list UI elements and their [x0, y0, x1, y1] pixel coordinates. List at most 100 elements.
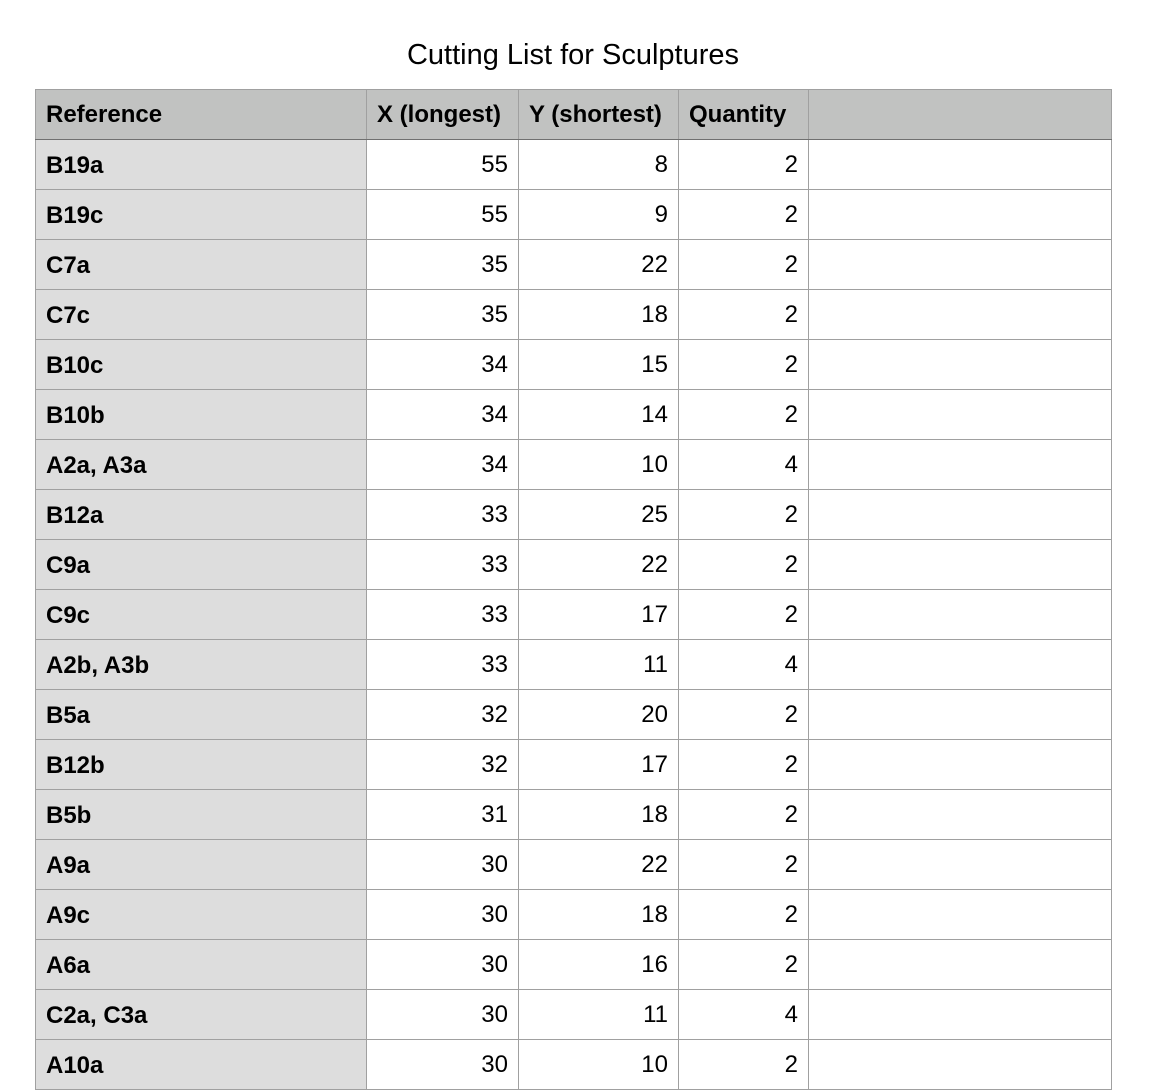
reference-cell: B10b [35, 389, 367, 440]
column-header: Quantity [678, 89, 809, 140]
number-cell: 14 [518, 389, 679, 440]
number-cell: 34 [366, 339, 519, 390]
number-cell: 18 [518, 889, 679, 940]
table-row: B19a 55 8 2 [35, 139, 1112, 190]
number-cell: 30 [366, 839, 519, 890]
reference-cell: A2a, A3a [35, 439, 367, 490]
number-cell: 55 [366, 189, 519, 240]
table-row: C9a 33 22 2 [35, 539, 1112, 590]
number-cell: 2 [678, 589, 809, 640]
number-cell: 16 [518, 939, 679, 990]
number-cell: 2 [678, 239, 809, 290]
empty-cell [808, 939, 1112, 990]
empty-cell [808, 239, 1112, 290]
table-row: A9c 30 18 2 [35, 889, 1112, 940]
number-cell: 22 [518, 239, 679, 290]
table-row: C2a, C3a 30 11 4 [35, 989, 1112, 1040]
empty-cell [808, 389, 1112, 440]
number-cell: 8 [518, 139, 679, 190]
number-cell: 2 [678, 389, 809, 440]
number-cell: 17 [518, 739, 679, 790]
empty-cell [808, 289, 1112, 340]
table-row: B12b 32 17 2 [35, 739, 1112, 790]
cutting-table: Reference X (longest) Y (shortest) Quantity… [35, 89, 1112, 1090]
number-cell: 32 [366, 689, 519, 740]
number-cell: 11 [518, 989, 679, 1040]
number-cell: 22 [518, 839, 679, 890]
table-row: B10b 34 14 2 [35, 389, 1112, 440]
number-cell: 33 [366, 639, 519, 690]
number-cell: 2 [678, 739, 809, 790]
empty-cell [808, 589, 1112, 640]
header-row: Reference X (longest) Y (shortest) Quantity [35, 89, 1112, 140]
column-header: X (longest) [366, 89, 519, 140]
reference-cell: B10c [35, 339, 367, 390]
empty-cell [808, 739, 1112, 790]
number-cell: 33 [366, 489, 519, 540]
number-cell: 4 [678, 989, 809, 1040]
reference-cell: B12a [35, 489, 367, 540]
reference-cell: A2b, A3b [35, 639, 367, 690]
number-cell: 15 [518, 339, 679, 390]
number-cell: 18 [518, 289, 679, 340]
number-cell: 30 [366, 939, 519, 990]
reference-cell: C2a, C3a [35, 989, 367, 1040]
table-row: B12a 33 25 2 [35, 489, 1112, 540]
number-cell: 35 [366, 289, 519, 340]
number-cell: 2 [678, 539, 809, 590]
number-cell: 2 [678, 1039, 809, 1090]
table-row: C7c 35 18 2 [35, 289, 1112, 340]
number-cell: 2 [678, 339, 809, 390]
number-cell: 18 [518, 789, 679, 840]
reference-cell: B5b [35, 789, 367, 840]
column-header: Y (shortest) [518, 89, 679, 140]
number-cell: 33 [366, 589, 519, 640]
empty-cell [808, 339, 1112, 390]
number-cell: 20 [518, 689, 679, 740]
table-row: B5a 32 20 2 [35, 689, 1112, 740]
empty-cell [808, 689, 1112, 740]
reference-cell: B5a [35, 689, 367, 740]
reference-cell: C9c [35, 589, 367, 640]
reference-cell: A9c [35, 889, 367, 940]
number-cell: 10 [518, 439, 679, 490]
reference-cell: C7a [35, 239, 367, 290]
number-cell: 32 [366, 739, 519, 790]
number-cell: 2 [678, 789, 809, 840]
empty-cell [808, 539, 1112, 590]
number-cell: 2 [678, 289, 809, 340]
number-cell: 11 [518, 639, 679, 690]
reference-cell: C7c [35, 289, 367, 340]
number-cell: 25 [518, 489, 679, 540]
number-cell: 4 [678, 639, 809, 690]
table-row: A2b, A3b 33 11 4 [35, 639, 1112, 690]
empty-cell [808, 789, 1112, 840]
empty-cell [808, 489, 1112, 540]
number-cell: 33 [366, 539, 519, 590]
sheet-title: Cutting List for Sculptures [406, 39, 740, 71]
reference-cell: A9a [35, 839, 367, 890]
number-cell: 2 [678, 139, 809, 190]
number-cell: 2 [678, 689, 809, 740]
reference-cell: A6a [35, 939, 367, 990]
table-row: B19c 55 9 2 [35, 189, 1112, 240]
table-row: A9a 30 22 2 [35, 839, 1112, 890]
table-row: B5b 31 18 2 [35, 789, 1112, 840]
empty-cell [808, 639, 1112, 690]
number-cell: 34 [366, 389, 519, 440]
number-cell: 35 [366, 239, 519, 290]
reference-cell: C9a [35, 539, 367, 590]
number-cell: 2 [678, 839, 809, 890]
table-row: B10c 34 15 2 [35, 339, 1112, 390]
number-cell: 2 [678, 189, 809, 240]
empty-cell [808, 839, 1112, 890]
empty-header [808, 89, 1112, 140]
number-cell: 34 [366, 439, 519, 490]
empty-cell [808, 439, 1112, 490]
empty-cell [808, 889, 1112, 940]
empty-cell [808, 189, 1112, 240]
reference-cell: B19a [35, 139, 367, 190]
number-cell: 2 [678, 889, 809, 940]
number-cell: 2 [678, 939, 809, 990]
number-cell: 9 [518, 189, 679, 240]
